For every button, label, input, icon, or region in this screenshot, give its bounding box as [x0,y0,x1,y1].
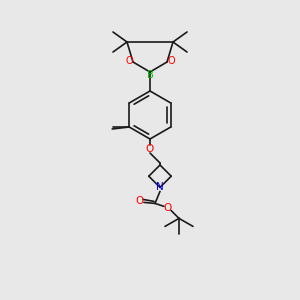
Text: B: B [147,70,153,80]
Text: O: O [146,144,154,154]
Text: O: O [136,196,144,206]
Text: O: O [163,203,171,213]
Text: O: O [167,56,175,66]
Text: N: N [156,182,164,192]
Text: O: O [125,56,133,66]
